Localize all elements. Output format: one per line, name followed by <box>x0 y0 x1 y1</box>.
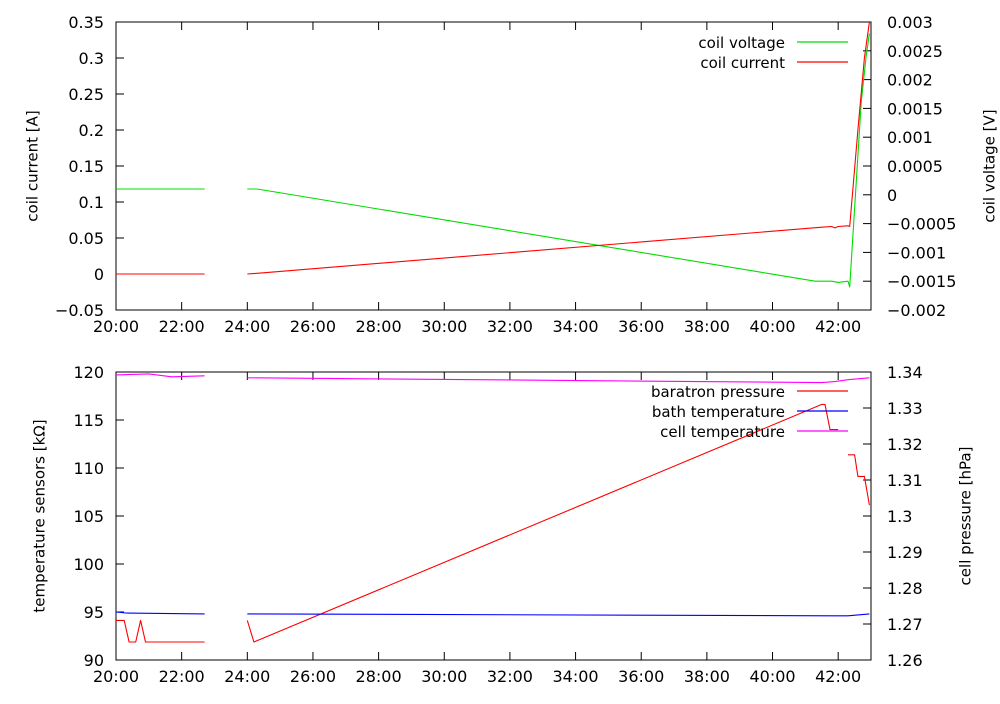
top-right-axis-label: coil voltage [V] <box>981 109 999 222</box>
y-right-tick-label: −0.0005 <box>887 215 956 234</box>
x-tick-label: 30:00 <box>421 667 467 686</box>
x-tick-label: 38:00 <box>684 317 730 336</box>
bottom-left-axis-label: temperature sensors [kΩ] <box>31 419 49 612</box>
y-right-tick-label: 0.0015 <box>887 99 943 118</box>
x-tick-label: 42:00 <box>815 667 861 686</box>
top-x-tick-labels: 20:00 22:00 24:00 26:00 28:00 30:00 32:00 34:00… <box>93 317 861 336</box>
top-series-lines <box>116 21 870 288</box>
top-left-tick-labels: −0.05 0 0.05 0.1 0.15 0.2 0.25 0.3 0.35 <box>55 13 104 320</box>
x-tick-label: 40:00 <box>749 667 795 686</box>
y-right-tick-label: 0.0025 <box>887 42 943 61</box>
y-right-tick-label: −0.0015 <box>887 272 956 291</box>
legend-label-cell-temperature: cell temperature <box>660 423 785 441</box>
x-tick-label: 34:00 <box>553 667 599 686</box>
x-tick-label: 24:00 <box>224 667 270 686</box>
top-right-tick-labels: −0.002 −0.0015 −0.001 −0.0005 0 0.0005 0.001 0.… <box>887 13 956 320</box>
y-left-tick-label: 120 <box>73 363 104 382</box>
x-tick-label: 30:00 <box>421 317 467 336</box>
bottom-right-axis-label: cell pressure [hPa] <box>957 447 975 586</box>
y-right-tick-label: 1.32 <box>887 435 923 454</box>
y-left-tick-label: 0.05 <box>68 229 104 248</box>
y-right-tick-label: 1.33 <box>887 399 923 418</box>
x-tick-label: 32:00 <box>487 667 533 686</box>
bottom-legend: baratron pressure bath temperature cell … <box>651 383 848 441</box>
bottom-series-lines <box>115 373 870 643</box>
x-tick-label: 28:00 <box>356 667 402 686</box>
series-line-baratron-pressure <box>116 619 205 643</box>
series-line-cell-temperature <box>115 373 205 378</box>
x-tick-label: 36:00 <box>618 317 664 336</box>
legend-label-coil-voltage: coil voltage <box>698 34 785 52</box>
y-right-tick-label: 1.27 <box>887 615 923 634</box>
series-line-baratron-pressure <box>246 403 839 643</box>
bottom-x-tick-labels: 20:00 22:00 24:00 26:00 28:00 30:00 32:00 34:00… <box>93 667 861 686</box>
x-tick-label: 22:00 <box>159 317 205 336</box>
bottom-right-tick-labels: 1.26 1.27 1.28 1.29 1.3 1.31 1.32 1.33 1.34 <box>887 363 923 670</box>
legend-label-bath-temperature: bath temperature <box>652 403 785 421</box>
y-right-tick-label: 0.002 <box>887 71 933 90</box>
top-left-axis-label: coil current [A] <box>24 110 42 221</box>
x-tick-label: 24:00 <box>224 317 270 336</box>
y-right-tick-label: 1.34 <box>887 363 923 382</box>
series-line-coil-voltage <box>247 33 870 288</box>
y-left-tick-label: −0.05 <box>55 301 104 320</box>
legend-label-baratron-pressure: baratron pressure <box>651 383 785 401</box>
y-left-tick-label: 95 <box>84 603 104 622</box>
x-tick-label: 32:00 <box>487 317 533 336</box>
x-tick-label: 26:00 <box>290 317 336 336</box>
y-right-tick-label: 0.001 <box>887 128 933 147</box>
x-tick-label: 42:00 <box>815 317 861 336</box>
y-right-tick-label: −0.001 <box>887 243 946 262</box>
series-line-cell-temperature <box>247 377 870 384</box>
y-right-tick-label: 1.31 <box>887 471 923 490</box>
x-tick-label: 36:00 <box>618 667 664 686</box>
top-legend: coil voltage coil current <box>698 34 848 72</box>
y-right-tick-label: −0.002 <box>887 301 946 320</box>
x-tick-label: 40:00 <box>749 317 795 336</box>
y-right-tick-label: 0.003 <box>887 13 933 32</box>
x-tick-label: 22:00 <box>159 667 205 686</box>
y-left-tick-label: 90 <box>84 651 104 670</box>
y-left-tick-label: 0.25 <box>68 85 104 104</box>
y-right-tick-label: 0 <box>887 186 897 205</box>
bottom-axis-ticks <box>115 371 871 661</box>
x-tick-label: 20:00 <box>93 667 139 686</box>
x-tick-label: 28:00 <box>356 317 402 336</box>
y-left-tick-label: 0.1 <box>79 193 104 212</box>
bottom-left-tick-labels: 90 95 100 105 110 115 120 <box>73 363 104 670</box>
y-left-tick-label: 0.15 <box>68 157 104 176</box>
x-tick-label: 34:00 <box>553 317 599 336</box>
series-line-bath-temperature <box>115 611 205 615</box>
y-left-tick-label: 115 <box>73 411 104 430</box>
x-tick-label: 26:00 <box>290 667 336 686</box>
y-left-tick-label: 105 <box>73 507 104 526</box>
x-tick-label: 38:00 <box>684 667 730 686</box>
y-left-tick-label: 0.3 <box>79 49 104 68</box>
y-left-tick-label: 100 <box>73 555 104 574</box>
y-right-tick-label: 0.0005 <box>887 157 943 176</box>
y-left-tick-label: 0.2 <box>79 121 104 140</box>
x-tick-label: 20:00 <box>93 317 139 336</box>
legend-label-coil-current: coil current <box>700 54 785 72</box>
series-line-bath-temperature <box>247 613 870 617</box>
y-right-tick-label: 1.28 <box>887 579 923 598</box>
y-right-tick-label: 1.29 <box>887 543 923 562</box>
top-axis-ticks <box>115 21 871 311</box>
y-right-tick-label: 1.3 <box>887 507 912 526</box>
y-left-tick-label: 0 <box>94 265 104 284</box>
y-right-tick-label: 1.26 <box>887 651 923 670</box>
series-line-coil-current <box>247 21 870 275</box>
series-line-baratron-pressure <box>848 454 870 506</box>
y-left-tick-label: 110 <box>73 459 104 478</box>
y-left-tick-label: 0.35 <box>68 13 104 32</box>
